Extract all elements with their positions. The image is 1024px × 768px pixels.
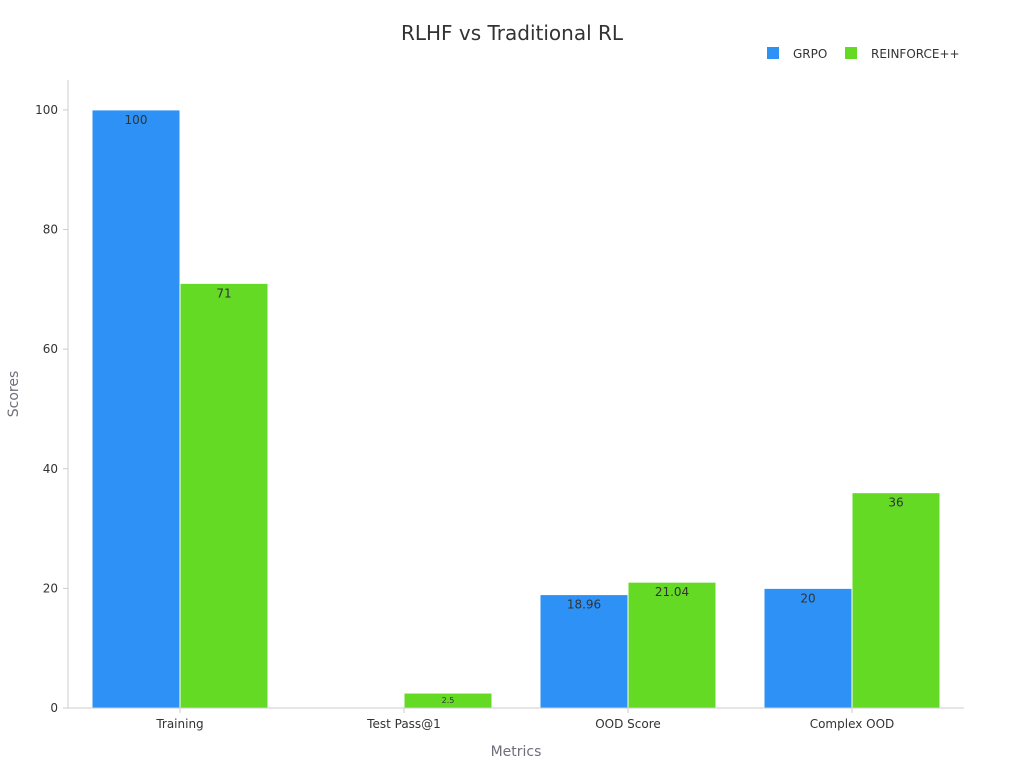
bar-reinforce-training[interactable] — [179, 282, 269, 709]
data-label-reinforce-ood-score: 21.04 — [655, 585, 689, 599]
y-ticks: 0 20 40 60 80 100 — [35, 103, 68, 715]
chart-title: RLHF vs Traditional RL — [401, 21, 624, 45]
bar-grpo-training[interactable] — [91, 109, 181, 709]
data-label-grpo-complex-ood: 20 — [800, 591, 815, 605]
x-axis-title: Metrics — [491, 744, 542, 760]
y-tick-label: 40 — [43, 462, 58, 476]
bar-grpo-complex-ood[interactable] — [763, 587, 853, 709]
bars-group — [91, 109, 941, 709]
y-tick-label: 60 — [43, 342, 58, 356]
x-tick-label: Complex OOD — [810, 717, 895, 731]
x-tick-label: Test Pass@1 — [366, 717, 441, 731]
y-tick-label: 100 — [35, 103, 58, 117]
legend-swatch-grpo[interactable] — [767, 47, 779, 59]
bar-grpo-ood-score[interactable] — [539, 594, 629, 709]
data-label-reinforce-test-pass-1: 2.5 — [442, 696, 455, 705]
data-label-grpo-training: 100 — [125, 113, 148, 127]
x-tick-label: Training — [155, 717, 203, 731]
y-tick-label: 80 — [43, 223, 58, 237]
legend[interactable]: GRPO REINFORCE++ — [767, 47, 960, 61]
data-label-reinforce-training: 71 — [216, 286, 231, 300]
legend-swatch-reinforce[interactable] — [845, 47, 857, 59]
data-label-reinforce-complex-ood: 36 — [888, 496, 903, 510]
data-label-grpo-ood-score: 18.96 — [567, 598, 601, 612]
plot-area: 100 71 2.5 18.96 21.04 20 36 0 20 40 60 80 100 Trai… — [35, 80, 964, 731]
x-ticks: Training Test Pass@1 OOD Score Complex OOD — [155, 708, 894, 731]
legend-label-grpo[interactable]: GRPO — [793, 47, 827, 61]
y-axis-title: Scores — [6, 371, 22, 418]
legend-label-reinforce[interactable]: REINFORCE++ — [871, 47, 960, 61]
data-labels-group: 100 71 2.5 18.96 21.04 20 36 — [125, 113, 904, 705]
x-tick-label: OOD Score — [595, 717, 661, 731]
bar-reinforce-ood-score[interactable] — [627, 581, 717, 709]
y-tick-label: 0 — [50, 701, 58, 715]
y-tick-label: 20 — [43, 581, 58, 595]
bar-reinforce-complex-ood[interactable] — [851, 492, 941, 709]
